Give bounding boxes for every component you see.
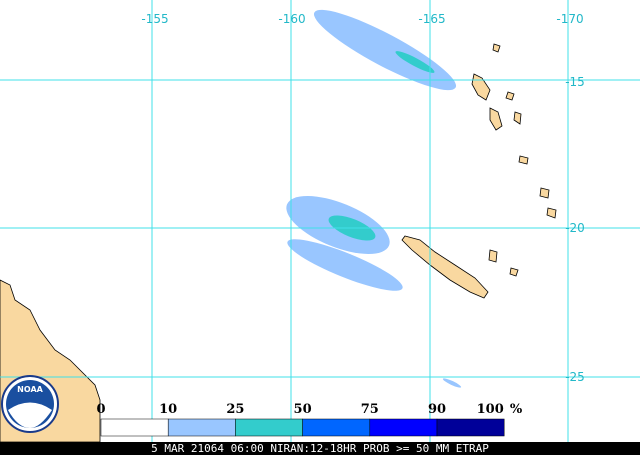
rain-core (395, 51, 435, 73)
legend-label: 90 (428, 402, 446, 417)
noaa-logo: NOAA (1, 375, 59, 433)
legend-swatch (100, 418, 169, 437)
island (513, 111, 522, 125)
legend-label: 75 (361, 402, 379, 417)
island (509, 267, 519, 277)
legend: 0 10 25 50 75 90 100% (96, 402, 523, 437)
legend-swatch (167, 418, 236, 437)
lon-label: -170 (556, 12, 583, 26)
legend-unit: % (510, 402, 523, 417)
rain-area (287, 239, 403, 291)
island (539, 187, 550, 199)
lat-label: -15 (565, 75, 585, 89)
legend-swatch (436, 418, 505, 437)
labels: -155 -160 -165 -170 -15 -20 -25 (141, 12, 584, 384)
legend-swatch (369, 418, 438, 437)
legend-label: 25 (226, 402, 244, 417)
logo-gull (8, 402, 52, 428)
island (546, 207, 557, 219)
island (489, 107, 503, 131)
legend-label: 0 (96, 402, 105, 417)
lat-label: -25 (565, 370, 585, 384)
caption-bar (0, 442, 640, 455)
legend-label: 10 (159, 402, 177, 417)
rain-area (442, 378, 462, 388)
lon-label: -160 (278, 12, 305, 26)
island (505, 91, 515, 101)
caption: 5 MAR 21064 06:00 NIRAN:12-18HR PROB >= … (151, 442, 489, 455)
island (488, 249, 498, 263)
legend-label: 50 (294, 402, 312, 417)
legend-swatch (302, 418, 371, 437)
rain-area (313, 9, 457, 91)
legend-label: 100 (477, 402, 504, 417)
legend-swatch (235, 418, 303, 437)
island (492, 43, 501, 53)
new-caledonia (401, 235, 489, 299)
lon-label: -155 (141, 12, 168, 26)
lat-label: -20 (565, 221, 585, 235)
island (518, 155, 529, 165)
precipitation (286, 9, 462, 388)
graticule (0, 0, 640, 442)
logo-text: NOAA (17, 385, 43, 394)
lon-label: -165 (418, 12, 445, 26)
